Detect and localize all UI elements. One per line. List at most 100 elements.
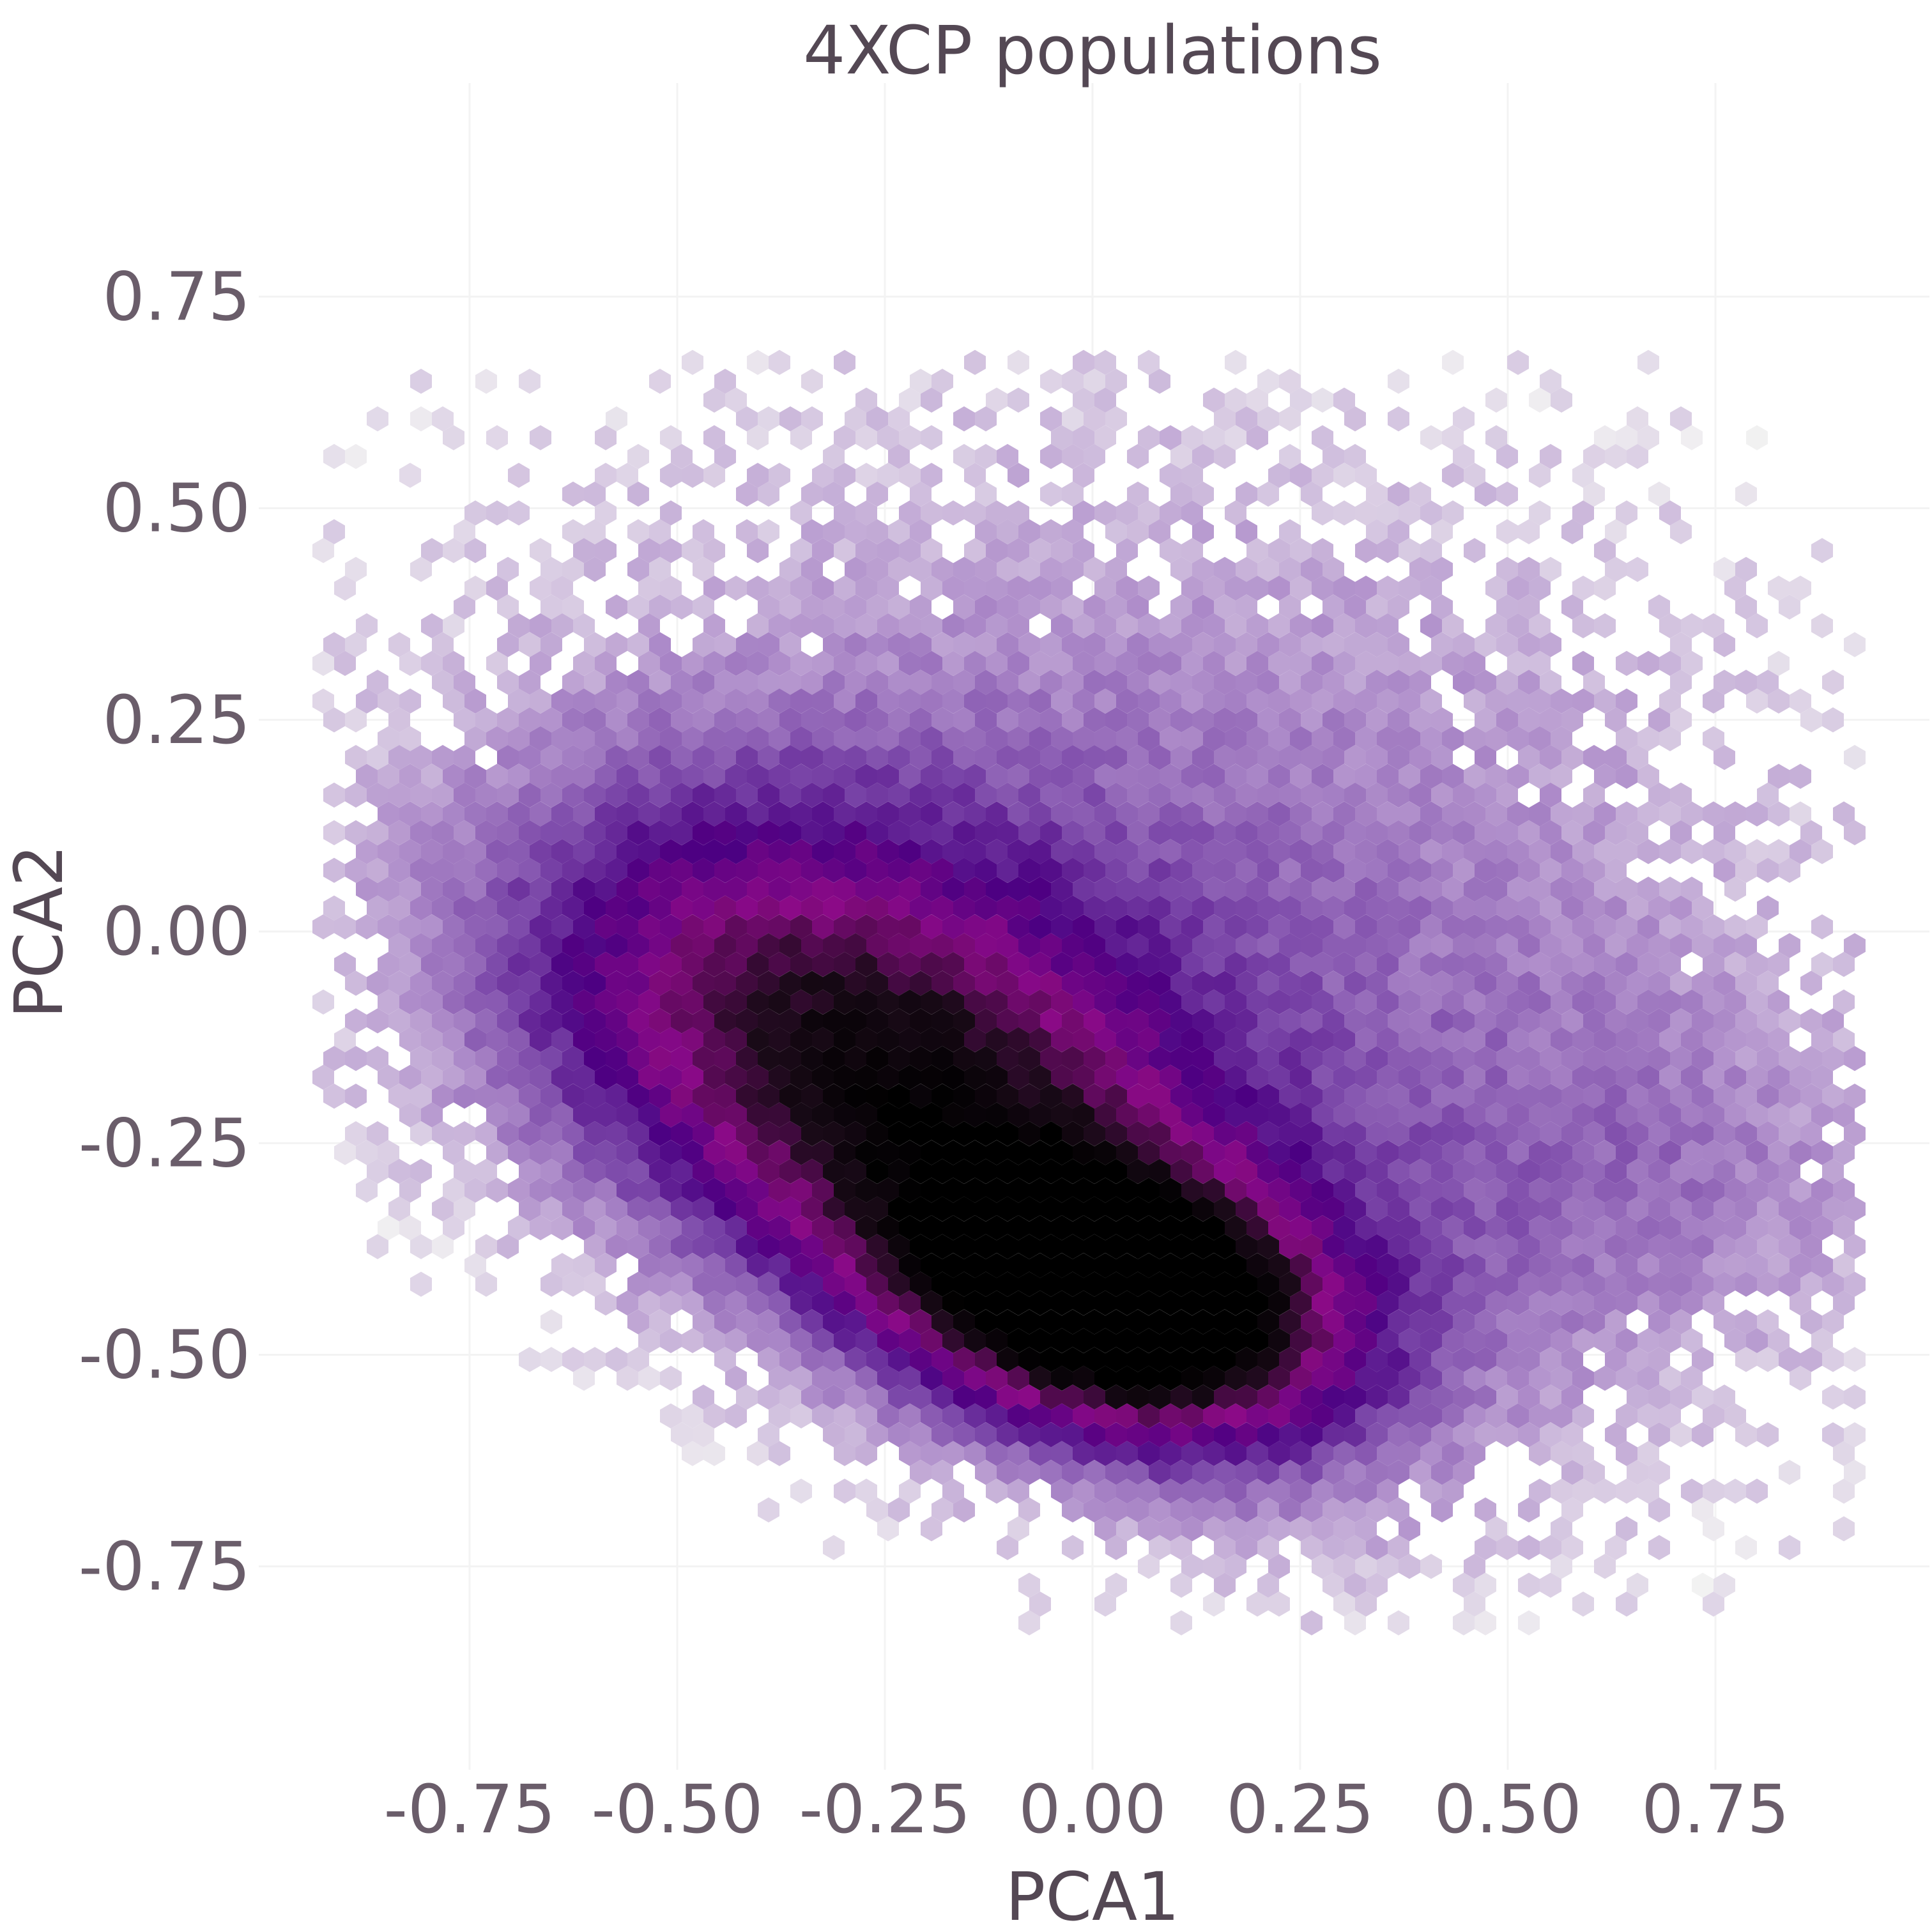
hexbin-cell [758, 1008, 779, 1034]
hexbin-cell [1431, 744, 1453, 770]
hexbin-cell [855, 763, 877, 789]
hexbin-cell [540, 1196, 562, 1222]
hexbin-cell [1040, 670, 1062, 695]
hexbin-cell [997, 970, 1018, 996]
hexbin-cell [714, 1271, 736, 1297]
hexbin-cell [345, 782, 367, 808]
hexbin-cell [1572, 575, 1594, 601]
hexbin-cell [1605, 744, 1627, 770]
hexbin-cell [1616, 951, 1637, 977]
hexbin-cell [334, 575, 356, 601]
hexbin-cell [1551, 1365, 1572, 1391]
hexbin-cell [1116, 1365, 1138, 1391]
hexbin-cell [703, 763, 725, 789]
hexbin-cell [1268, 914, 1290, 940]
hexbin-cell [1040, 481, 1062, 507]
hexbin-cell [1616, 726, 1637, 751]
hexbin-cell [1290, 801, 1312, 827]
hexbin-cell [1670, 782, 1692, 808]
hexbin-cell [1301, 782, 1322, 808]
hexbin-cell [790, 1215, 812, 1241]
hexbin-cell [1301, 933, 1322, 958]
hexbin-cell [562, 857, 584, 883]
hexbin-cell [432, 857, 454, 883]
hexbin-cell [1540, 782, 1561, 808]
hexbin-cell [1420, 500, 1442, 526]
hexbin-cell [1236, 406, 1257, 432]
hexbin-cell [975, 406, 997, 432]
hexbin-cell [931, 895, 953, 921]
hexbin-cell [921, 688, 942, 714]
hexbin-cell [1637, 951, 1659, 977]
hexbin-cell [1301, 970, 1322, 996]
hexbin-cell [1399, 839, 1420, 864]
hexbin-cell [997, 1384, 1018, 1410]
hexbin-cell [1029, 1253, 1051, 1278]
hexbin-cell [1149, 744, 1170, 770]
hexbin-cell [779, 556, 801, 582]
hexbin-cell [931, 670, 953, 695]
hexbin-cell [1312, 1102, 1333, 1128]
hexbin-cell [1301, 1535, 1322, 1560]
hexbin-cell [1290, 688, 1312, 714]
hexbin-cell [367, 744, 388, 770]
hexbin-cell [747, 1140, 769, 1165]
hexbin-cell [475, 1271, 497, 1297]
hexbin-cell [638, 1140, 660, 1165]
hexbin-cell [1355, 914, 1377, 940]
hexbin-cell [573, 1365, 595, 1391]
hexbin-cell [845, 1384, 866, 1410]
hexbin-cell [1464, 1064, 1485, 1090]
hexbin-cell [888, 1084, 910, 1109]
hexbin-cell [1268, 1027, 1290, 1052]
hexbin-cell [888, 1309, 910, 1335]
hexbin-cell [1811, 1328, 1833, 1354]
hexbin-cell [1105, 1121, 1127, 1147]
hexbin-cell [1431, 820, 1453, 846]
hexbin-cell [1008, 538, 1029, 564]
hexbin-cell [953, 670, 975, 695]
hexbin-cell [1312, 1253, 1333, 1278]
hexbin-cell [1377, 877, 1399, 902]
hexbin-cell [671, 820, 693, 846]
hexbin-cell [931, 1196, 953, 1222]
hexbin-cell [312, 538, 334, 564]
hexbin-cell [1572, 1177, 1594, 1203]
hexbin-cell [1453, 1121, 1475, 1147]
hexbin-cell [1518, 632, 1540, 657]
hexbin-cell [769, 1140, 790, 1165]
hexbin-cell [953, 970, 975, 996]
hexbin-cell [953, 1046, 975, 1071]
hexbin-cell [1442, 1177, 1464, 1203]
hexbin-cell [671, 782, 693, 808]
hexbin-cell [1355, 1478, 1377, 1504]
hexbin-cell [606, 594, 627, 620]
hexbin-cell [834, 425, 855, 450]
hexbin-cell [1203, 801, 1225, 827]
hexbin-cell [399, 688, 421, 714]
hexbin-cell [1246, 1177, 1268, 1203]
hexbin-cell [1572, 1290, 1594, 1316]
hexbin-cell [823, 1422, 845, 1448]
hexbin-cell [627, 933, 649, 958]
hexbin-cell [1529, 1403, 1551, 1429]
hexbin-cell [1246, 1027, 1268, 1052]
hexbin-cell [1160, 763, 1181, 789]
hexbin-cell [1366, 670, 1388, 695]
hexbin-cell [1388, 1046, 1409, 1071]
hexbin-cell [627, 1158, 649, 1184]
hexbin-cell [1333, 1102, 1355, 1128]
hexbin-cell [1312, 425, 1333, 450]
hexbin-cell [736, 782, 758, 808]
hexbin-cell [1181, 1064, 1203, 1090]
hexbin-cell [1627, 1459, 1648, 1485]
hexbin-cell [845, 933, 866, 958]
hexbin-cell [388, 933, 410, 958]
hexbin-cell [1181, 500, 1203, 526]
hexbin-cell [1594, 613, 1616, 639]
hexbin-cell [1246, 801, 1268, 827]
hexbin-cell [345, 1121, 367, 1147]
hexbin-cell [1388, 369, 1409, 394]
hexbin-cell [812, 1177, 834, 1203]
hexbin-cell [834, 500, 855, 526]
